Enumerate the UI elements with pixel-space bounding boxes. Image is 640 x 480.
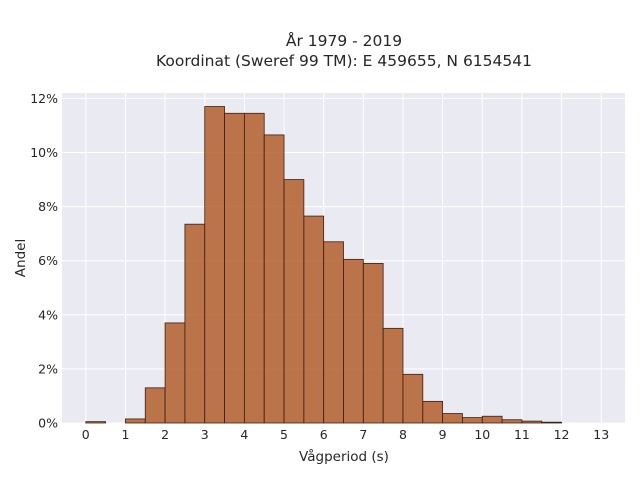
histogram-bar xyxy=(501,419,523,424)
histogram-bar xyxy=(402,373,424,424)
histogram-bar xyxy=(442,413,463,424)
histogram-bar xyxy=(125,418,146,424)
x-tick-label: 1 xyxy=(121,427,129,442)
x-tick-label: 7 xyxy=(359,427,367,442)
x-tick-label: 12 xyxy=(554,427,570,442)
x-tick-label: 13 xyxy=(593,427,609,442)
x-tick-label: 3 xyxy=(201,427,209,442)
histogram-bar xyxy=(85,421,107,424)
histogram-bar xyxy=(422,400,444,424)
x-tick-labels: 0 1 2 3 4 5 6 7 8 9 10 11 12 13 xyxy=(82,427,609,442)
y-tick-label: 2% xyxy=(38,361,58,376)
chart-title-line-2: Koordinat (Sweref 99 TM): E 459655, N 61… xyxy=(156,52,532,70)
histogram-bar xyxy=(521,420,543,424)
y-tick-label: 4% xyxy=(38,307,58,322)
x-tick-label: 6 xyxy=(320,427,328,442)
histogram-bar xyxy=(481,415,503,424)
histogram-bars xyxy=(85,106,562,424)
x-tick-label: 8 xyxy=(399,427,407,442)
histogram-bar xyxy=(462,417,483,424)
x-tick-label: 9 xyxy=(439,427,447,442)
x-tick-label: 5 xyxy=(280,427,288,442)
histogram-bar xyxy=(243,112,265,424)
y-tick-label: 0% xyxy=(38,416,58,431)
histogram-bar xyxy=(323,241,344,424)
x-tick-label: 2 xyxy=(161,427,169,442)
histogram-bar xyxy=(164,322,186,424)
histogram-bar xyxy=(382,327,404,424)
histogram-bar xyxy=(224,112,245,424)
x-tick-label: 4 xyxy=(240,427,248,442)
x-tick-label: 0 xyxy=(82,427,90,442)
y-tick-label: 8% xyxy=(38,199,58,214)
histogram-bar xyxy=(283,179,305,424)
histogram-bar xyxy=(144,387,166,424)
chart-title-line-1: År 1979 - 2019 xyxy=(286,31,402,50)
y-axis-label: Andel xyxy=(13,239,29,277)
y-tick-label: 10% xyxy=(30,145,58,160)
x-axis-label: Vågperiod (s) xyxy=(299,448,389,465)
histogram-bar xyxy=(343,258,364,424)
histogram-bar xyxy=(541,421,562,424)
x-tick-label: 11 xyxy=(514,427,530,442)
y-tick-label: 6% xyxy=(38,253,58,268)
y-tick-label: 12% xyxy=(30,91,58,106)
histogram-bar xyxy=(362,263,384,424)
x-tick-label: 10 xyxy=(474,427,490,442)
histogram-bar xyxy=(184,223,206,424)
histogram-bar xyxy=(263,134,285,424)
y-tick-labels: 0% 2% 4% 6% 8% 10% 12% xyxy=(30,91,58,431)
histogram-bar xyxy=(204,106,225,424)
histogram-bar xyxy=(303,215,325,424)
